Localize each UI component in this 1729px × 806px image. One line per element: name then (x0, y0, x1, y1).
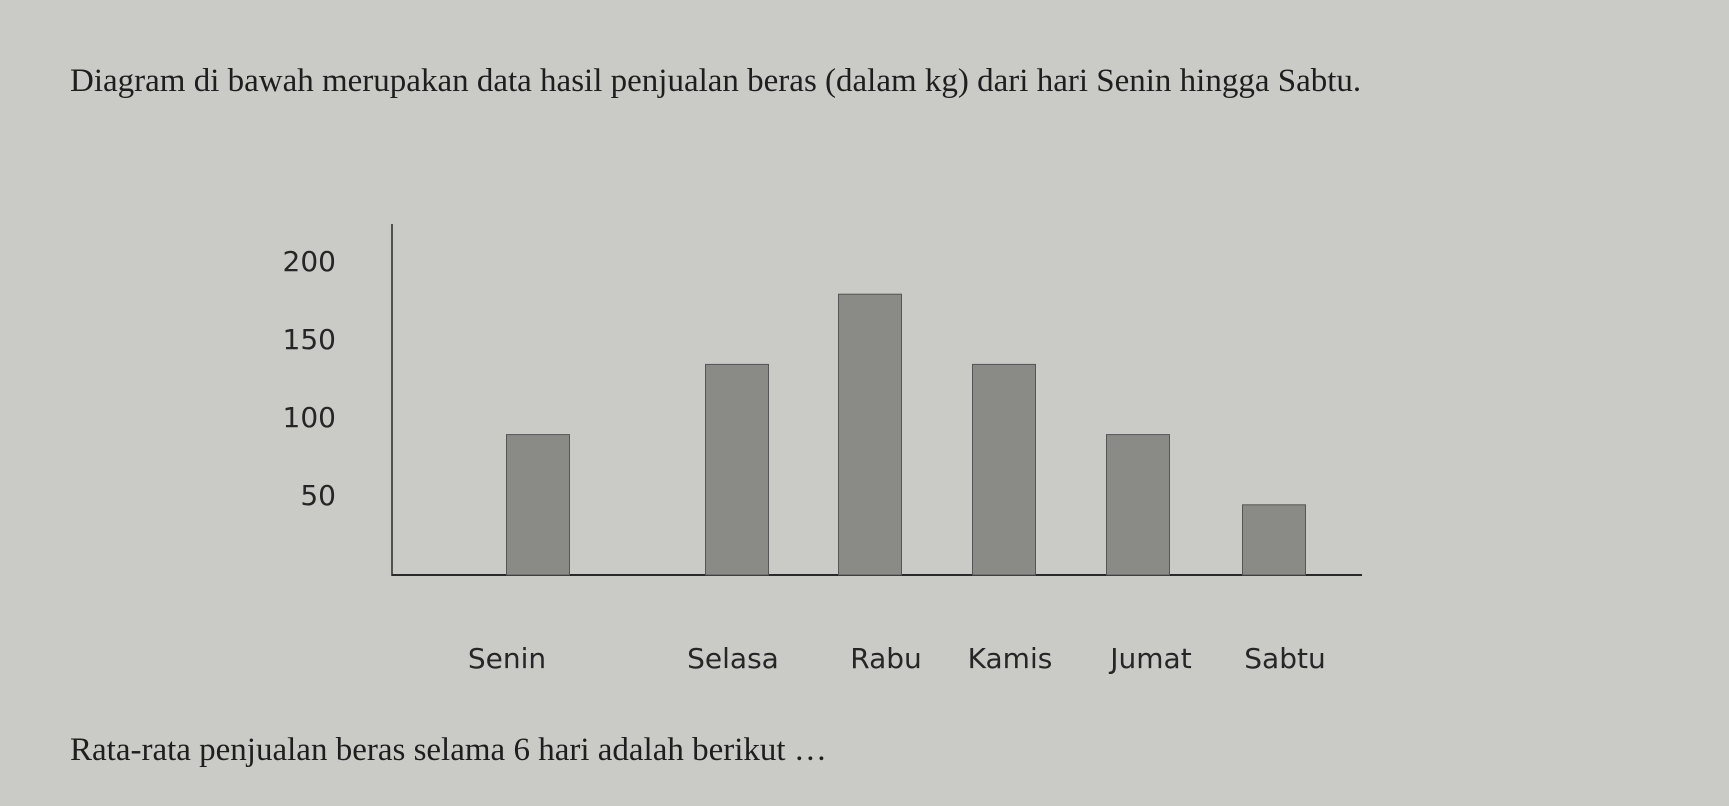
y-tick-label: 50 (300, 479, 336, 512)
y-tick-label: 100 (283, 401, 336, 434)
x-tick-label: Jumat (1108, 642, 1191, 675)
y-tick-label: 150 (283, 323, 336, 356)
x-tick-label: Selasa (687, 642, 779, 675)
question-text: Rata-rata penjualan beras selama 6 hari … (70, 732, 827, 768)
x-tick-label: Senin (468, 642, 546, 675)
x-tick-label: Sabtu (1244, 642, 1325, 675)
bar (972, 363, 1036, 576)
bar (705, 363, 769, 576)
x-tick-label: Kamis (968, 642, 1053, 675)
bar (1106, 434, 1170, 576)
intro-text: Diagram di bawah merupakan data hasil pe… (70, 63, 1362, 99)
bar (506, 434, 570, 576)
bar (838, 293, 902, 576)
y-tick-label: 200 (283, 245, 336, 278)
x-tick-label: Rabu (850, 642, 922, 675)
bar (1242, 504, 1306, 576)
